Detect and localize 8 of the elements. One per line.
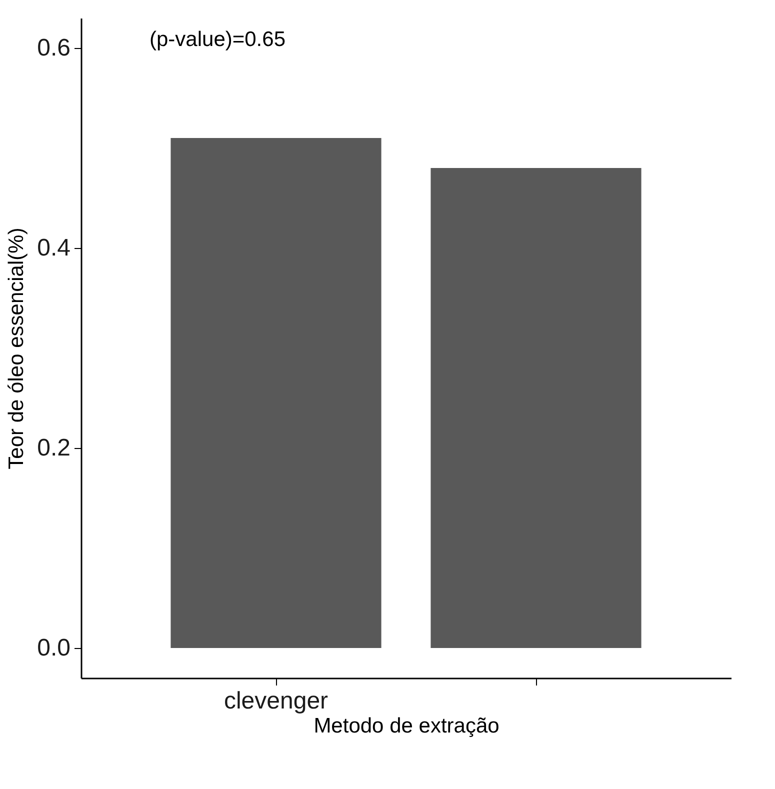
x-axis-title: Metodo de extração — [314, 714, 500, 738]
y-tick-label: 0.2 — [37, 434, 70, 462]
y-tick-label: 0.6 — [37, 34, 70, 62]
x-tick-label: clevenger — [224, 688, 328, 714]
annotation: (p-value)=0.65 — [150, 28, 286, 51]
y-tick-label: 0.0 — [37, 634, 70, 662]
y-tick-label: 0.4 — [37, 234, 70, 262]
y-axis-title: Teor de óleo essencial(%) — [5, 228, 28, 470]
